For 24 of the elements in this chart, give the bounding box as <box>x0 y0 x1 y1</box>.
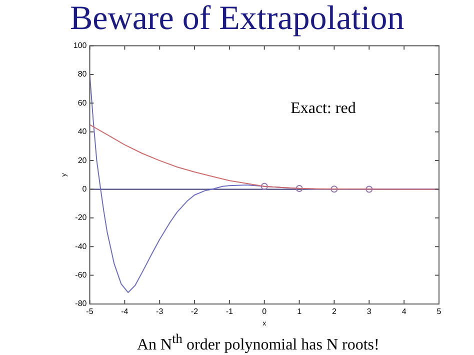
x-tick-label: 4 <box>402 307 407 316</box>
chart-title: Beware of Extrapolation <box>69 0 406 38</box>
y-tick-label: -80 <box>75 299 88 308</box>
x-tick-label: -1 <box>226 307 234 316</box>
x-tick-label: -2 <box>190 307 199 316</box>
annotation: Exact: red <box>290 100 356 117</box>
x-tick-label: 5 <box>436 307 442 316</box>
y-tick-label: 0 <box>82 184 88 194</box>
y-tick-label: -20 <box>75 213 88 222</box>
y-tick-label: -40 <box>75 242 88 251</box>
y-tick-label: 40 <box>78 127 88 136</box>
y-tick-label: 100 <box>73 41 88 50</box>
y-tick-label: 60 <box>78 98 88 108</box>
text: An N$^{th}$ order polynomial has N roots! <box>136 330 380 355</box>
x-tick-label: 1 <box>297 307 302 316</box>
y-tick-label: 80 <box>78 70 88 79</box>
y-tick-label: -60 <box>75 270 88 280</box>
x-tick-label: -4 <box>121 307 129 316</box>
x-tick-label: -5 <box>86 307 94 316</box>
y-tick-label: 20 <box>78 156 88 165</box>
x-tick-label: -3 <box>156 307 164 316</box>
x-tick-label: 0 <box>262 307 268 316</box>
x-tick-label: 2 <box>332 307 337 316</box>
x-tick-label: 3 <box>366 307 372 316</box>
